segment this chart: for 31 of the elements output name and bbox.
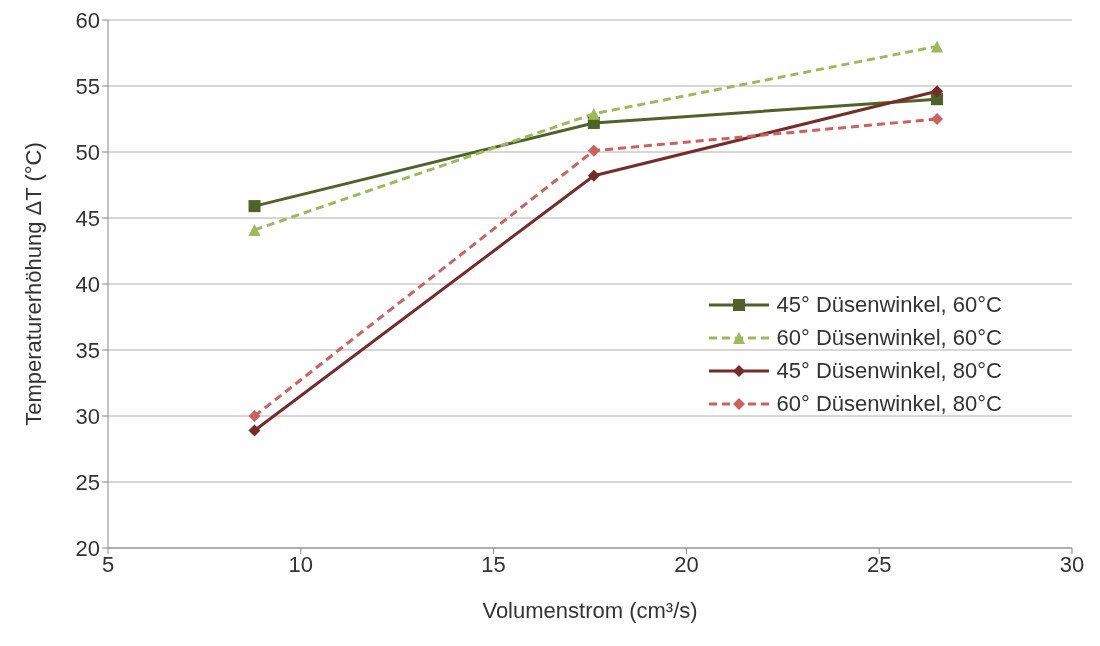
point (587, 169, 600, 182)
point (248, 410, 261, 422)
y-tick-label: 40 (75, 271, 100, 297)
y-tick-label: 25 (75, 469, 100, 495)
x-tick-label: 15 (481, 551, 506, 577)
x-tick-label: 20 (674, 551, 699, 577)
y-tick-label: 45 (75, 205, 100, 231)
y-axis-title: Temperaturerhöhung ΔT (°C) (20, 142, 46, 426)
y-tick-label: 60 (75, 7, 100, 33)
x-tick-label: 30 (1059, 551, 1085, 577)
legend-label: 60° Düsenwinkel, 60°C (776, 324, 1002, 351)
x-axis-title: Volumenstrom (cm³/s) (482, 598, 698, 623)
legend-label: 45° Düsenwinkel, 80°C (776, 357, 1002, 384)
y-tick-label: 55 (75, 73, 100, 99)
point (931, 85, 944, 98)
point (587, 107, 600, 120)
legend-label: 60° Düsenwinkel, 80°C (776, 390, 1002, 417)
y-tick-label: 30 (75, 403, 100, 429)
x-tick-label: 10 (288, 551, 314, 577)
y-tick-label: 35 (75, 337, 100, 363)
point (248, 223, 261, 236)
point (931, 113, 944, 125)
y-tick-label: 50 (75, 139, 100, 165)
point (248, 200, 261, 213)
x-tick-label: 5 (101, 551, 115, 577)
point (931, 40, 944, 53)
y-tick-label: 20 (75, 535, 100, 561)
point (248, 424, 261, 437)
point (587, 144, 600, 157)
x-tick-label: 25 (866, 551, 892, 577)
legend-label: 45° Düsenwinkel, 60°C (776, 291, 1002, 318)
